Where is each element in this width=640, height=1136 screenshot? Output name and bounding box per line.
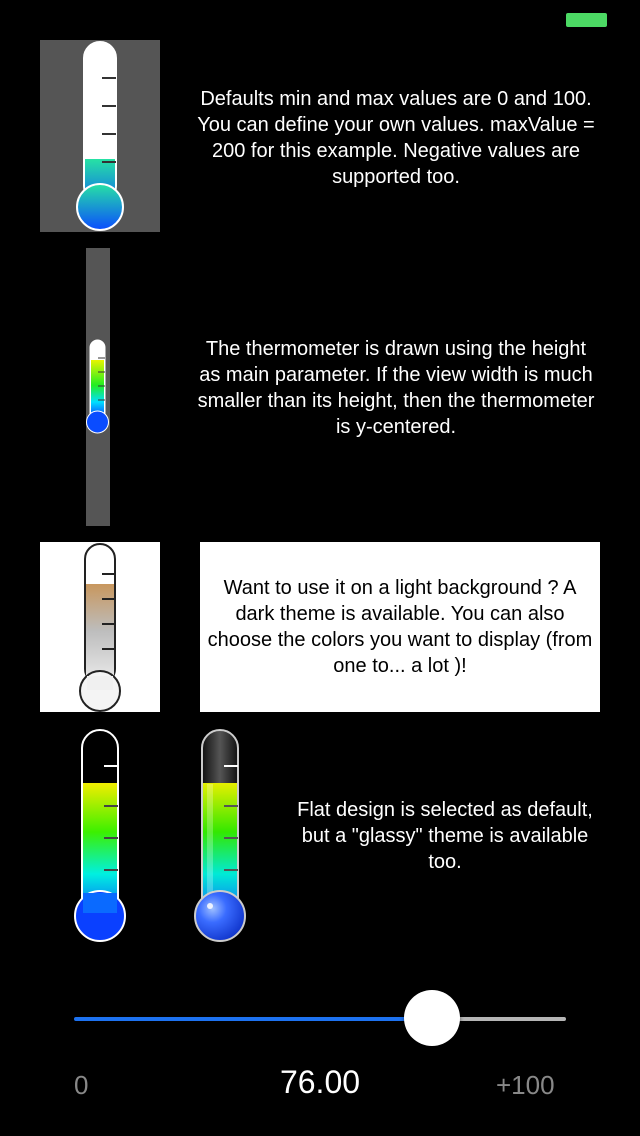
slider-track-empty[interactable] — [430, 1017, 566, 1021]
example-3-description-text: Want to use it on a light background ? A… — [207, 577, 593, 677]
value-slider-thumb[interactable] — [404, 990, 460, 1046]
example-3-description: Want to use it on a light background ? A… — [200, 542, 600, 712]
thermometer-icon — [76, 41, 124, 231]
battery-icon — [566, 13, 607, 27]
example-2-description: The thermometer is drawn using the heigh… — [197, 338, 595, 438]
slider-max-label: +100 — [496, 1070, 555, 1100]
thermometer-view-example-3 — [40, 542, 160, 712]
thermometer-flat-icon — [74, 729, 126, 942]
example-1-description: Defaults min and max values are 0 and 10… — [197, 88, 595, 188]
thermometer-view-example-2 — [86, 248, 110, 526]
thermometer-icon — [79, 543, 121, 712]
thermometer-icon — [86, 339, 109, 434]
thermometer-view-example-1 — [40, 40, 160, 232]
slider-value-label: 76.00 — [279, 1064, 361, 1100]
example-4-description: Flat design is selected as default, but … — [297, 799, 593, 873]
thermometer-glassy-icon — [194, 729, 246, 942]
slider-min-label: 0 — [74, 1070, 89, 1100]
slider-track-filled[interactable] — [74, 1017, 434, 1021]
